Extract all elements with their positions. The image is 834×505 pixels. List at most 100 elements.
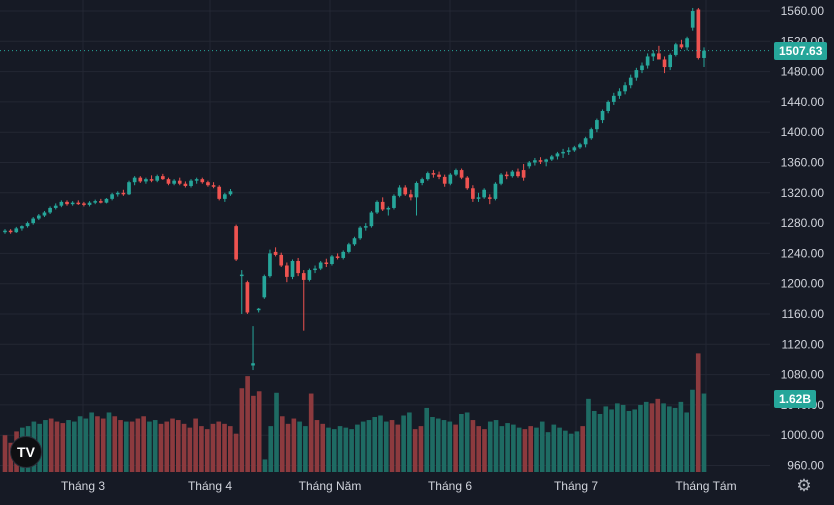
candle-body: [251, 363, 255, 366]
volume-bar: [655, 398, 661, 472]
volume-bars: [2, 353, 707, 472]
candle-body: [634, 70, 639, 78]
candle-body: [76, 202, 81, 205]
last-price-badge: 1507.63: [774, 41, 828, 60]
candle-body: [628, 77, 633, 86]
candle-body: [256, 308, 261, 311]
candle-body: [425, 173, 430, 180]
candle-body: [20, 226, 24, 229]
volume-bar: [453, 424, 458, 472]
volume-bar: [256, 391, 262, 472]
candle-body: [352, 238, 357, 245]
candle-body: [375, 201, 379, 213]
volume-bar: [274, 392, 279, 472]
candle-body: [228, 191, 233, 195]
volume-bar: [516, 427, 522, 472]
volume-bar: [539, 421, 545, 472]
y-tick-label: 1360.00: [781, 156, 825, 170]
candle-body: [149, 179, 154, 181]
volume-bar: [112, 416, 118, 472]
candle-body: [544, 159, 548, 162]
volume-bar: [505, 423, 510, 472]
volume-bar: [424, 407, 430, 472]
candle-body: [510, 171, 515, 177]
candle-body: [313, 268, 317, 271]
candle-body: [549, 156, 554, 160]
candle-body: [504, 174, 509, 177]
candle-body: [606, 101, 611, 111]
volume-bar: [557, 427, 562, 472]
candle-body: [662, 59, 667, 68]
candle-body: [499, 174, 503, 184]
volume-bar: [175, 420, 181, 472]
candle-body: [144, 179, 148, 182]
candle-body: [177, 180, 182, 184]
candle-body: [183, 183, 188, 186]
volume-bar: [43, 420, 48, 472]
candle-body: [566, 150, 571, 152]
volume-bar: [147, 421, 152, 472]
candle-body: [245, 282, 250, 313]
volume-bar: [626, 410, 632, 472]
candle-body: [121, 192, 126, 195]
candle-body: [386, 207, 391, 210]
candle-body: [482, 189, 486, 198]
volume-bar: [603, 406, 609, 472]
volume-bar: [360, 421, 366, 472]
candle-body: [262, 276, 267, 298]
volume-bar: [609, 409, 614, 472]
volume-bar: [366, 420, 372, 472]
volume-bar: [129, 421, 135, 472]
gear-icon[interactable]: ⚙: [796, 476, 812, 495]
tradingview-logo[interactable]: TV: [10, 436, 42, 468]
volume-bar: [459, 413, 464, 472]
volume-bar: [48, 418, 54, 472]
volume-bar: [620, 404, 626, 472]
volume-bar: [586, 398, 591, 472]
candle-body: [14, 228, 19, 233]
x-tick-label: Tháng 3: [61, 479, 105, 493]
volume-bar: [314, 420, 320, 472]
y-tick-label: 1080.00: [781, 368, 825, 382]
volume-bar: [511, 424, 516, 472]
candle-body: [527, 162, 532, 167]
candle-body: [611, 95, 616, 102]
volume-bar: [279, 416, 285, 472]
y-tick-label: 1440.00: [781, 95, 825, 109]
candle-body: [555, 153, 560, 157]
candle-body: [538, 160, 543, 162]
volume-bar: [95, 416, 100, 472]
candle-body: [471, 188, 475, 199]
candle-body: [42, 212, 47, 216]
candle-body: [341, 251, 346, 258]
candle-body: [211, 185, 216, 187]
candle-body: [657, 53, 661, 60]
candle-body: [48, 207, 52, 213]
volume-bar: [441, 420, 447, 472]
volume-bar: [378, 415, 383, 472]
volume-bar: [632, 409, 637, 472]
volume-bar: [591, 410, 597, 472]
volume-bar: [695, 353, 701, 472]
candle-body: [330, 256, 334, 265]
candle-body: [572, 147, 577, 151]
volume-bar: [470, 420, 476, 472]
grid: [0, 0, 770, 472]
candle-body: [132, 177, 137, 183]
volume-bar: [418, 426, 424, 472]
candle-body: [307, 270, 312, 280]
candle-body: [448, 174, 453, 184]
candle-body: [363, 226, 368, 228]
candle-body: [476, 197, 481, 199]
y-tick-label: 1120.00: [782, 337, 825, 351]
candle-body: [358, 227, 362, 239]
candle-body: [285, 265, 289, 277]
candle-body: [161, 176, 165, 180]
candle-body: [668, 54, 673, 68]
candle-body: [59, 201, 64, 206]
candle-body: [487, 197, 492, 199]
x-tick-label: Tháng Tám: [675, 479, 736, 493]
candle-body: [578, 144, 582, 148]
